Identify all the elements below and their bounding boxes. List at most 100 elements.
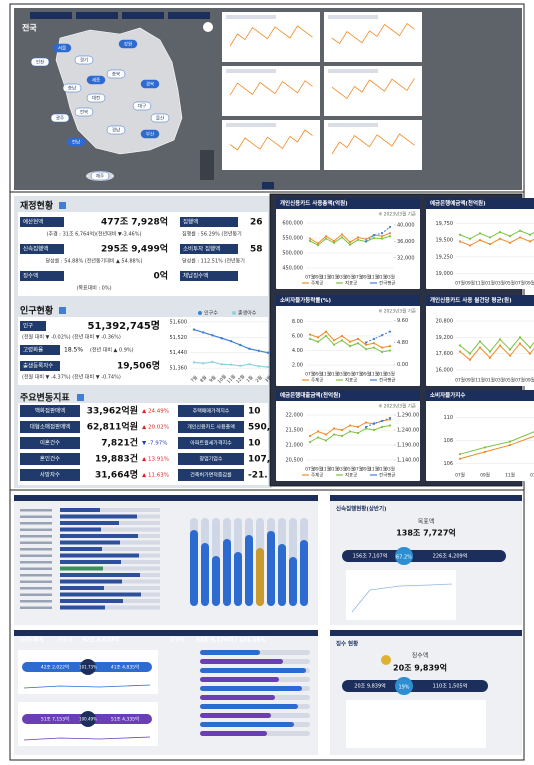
value: 20조 9,839억 — [354, 683, 385, 690]
point — [458, 350, 462, 353]
legend-label: 주제공 — [311, 377, 323, 384]
region-pill[interactable] — [140, 79, 160, 89]
x-tick-label: 07월 — [305, 371, 315, 378]
legend-label: 지표공 — [345, 377, 357, 384]
row-note: (전월 대비 ▼ -4.37%) (전년 대비 ▼ -0.74%) — [22, 374, 121, 381]
region-pill[interactable] — [66, 137, 86, 147]
x-tick-label: 2월 — [254, 374, 264, 384]
region-pill[interactable] — [150, 113, 170, 123]
item-label: 예산현액 — [23, 218, 43, 226]
chart-card — [276, 198, 420, 289]
chart-note: ※ 2023년3월 기준 — [378, 308, 416, 315]
mini-chart-line — [23, 736, 151, 741]
x-tick-label: 01월 — [377, 371, 387, 378]
point — [340, 428, 344, 432]
point — [498, 230, 502, 234]
region-pill[interactable] — [86, 93, 106, 103]
legend-swatch — [198, 311, 202, 315]
header-bar — [14, 630, 318, 636]
list-bar — [60, 508, 100, 512]
legend-label: 전국평균 — [379, 377, 396, 384]
y-tick-label: 600,000 — [282, 221, 303, 227]
region-pill[interactable] — [62, 83, 82, 93]
point — [380, 425, 384, 429]
region-name: 충남 — [68, 85, 76, 92]
point — [229, 339, 233, 343]
point — [332, 433, 336, 436]
chart-title: 예금은행예금액(천억원) — [430, 199, 486, 207]
point — [340, 334, 344, 338]
region-pill[interactable] — [52, 43, 72, 53]
legend-label: 지표공 — [345, 280, 357, 287]
mini-chart-card — [324, 120, 422, 170]
label-box — [20, 345, 60, 355]
point — [488, 356, 492, 359]
region-pill[interactable] — [50, 113, 70, 123]
tab[interactable] — [168, 12, 210, 19]
mini-chart-title — [328, 123, 378, 127]
region-pill[interactable] — [140, 129, 160, 139]
label-box — [20, 437, 80, 449]
indicator-value: 31,664명 — [95, 469, 138, 481]
region-name: 대구 — [138, 103, 146, 110]
scroll-tab[interactable] — [262, 182, 274, 189]
region-pill[interactable] — [132, 101, 152, 111]
value: 42조 2,022억 — [41, 664, 69, 671]
tab[interactable] — [122, 12, 164, 19]
region-pill[interactable] — [74, 107, 94, 117]
list-bar — [60, 592, 141, 597]
mini-chart-line — [229, 25, 313, 47]
label-box — [180, 217, 238, 227]
region-pill[interactable] — [106, 125, 126, 135]
value: 156조 7,107억 — [353, 553, 388, 560]
list-bar — [60, 560, 121, 564]
point — [528, 240, 532, 243]
point — [372, 346, 376, 349]
screen-title: 징수 현황 — [336, 640, 358, 648]
y-tick-label: 110 — [443, 415, 453, 421]
indicator-change: ▲ 13.91% — [142, 457, 169, 463]
x-tick-label: 11월 — [321, 274, 331, 281]
item-value: 477조 7,928억 — [101, 216, 168, 228]
label-box — [178, 405, 244, 417]
point — [308, 237, 312, 240]
mini-chart-title — [226, 69, 276, 73]
region-pill[interactable] — [118, 39, 138, 49]
point — [192, 328, 196, 331]
legend-label: 출생아수 — [238, 310, 257, 317]
region-pill[interactable] — [106, 69, 126, 79]
point — [364, 347, 368, 351]
y2-tick-label: 9.60 — [397, 318, 408, 324]
region-pill[interactable] — [90, 171, 110, 181]
point — [372, 422, 376, 425]
point — [380, 237, 384, 240]
info-icon[interactable] — [59, 202, 66, 209]
point — [518, 336, 522, 339]
info-icon[interactable] — [59, 307, 66, 314]
x-tick-label: 9월 — [208, 374, 218, 384]
legend-label: 인구수 — [204, 310, 218, 317]
home-icon[interactable] — [203, 22, 213, 32]
mini-chart-line — [23, 684, 151, 689]
info-icon[interactable] — [77, 394, 84, 401]
region-pill[interactable] — [30, 57, 50, 67]
list-bar — [200, 650, 260, 655]
point — [458, 453, 462, 456]
tab[interactable] — [30, 12, 72, 19]
point — [528, 233, 532, 236]
list-bar — [60, 553, 139, 558]
region-pill[interactable] — [86, 75, 106, 85]
point — [192, 361, 196, 364]
value: 67.2% — [396, 555, 412, 561]
point — [364, 238, 368, 241]
tab[interactable] — [76, 12, 118, 19]
mini-chart-title — [328, 15, 378, 19]
legend-swatch — [232, 311, 236, 315]
point — [202, 331, 205, 334]
point — [388, 349, 392, 352]
x-tick-label: 11월 — [321, 466, 331, 473]
bottom-screens: 신속집행현황(상반기) 목표액 138조 7,727억 156조 7,107억 67.2… — [18, 505, 506, 748]
region-pill[interactable] — [74, 55, 94, 65]
